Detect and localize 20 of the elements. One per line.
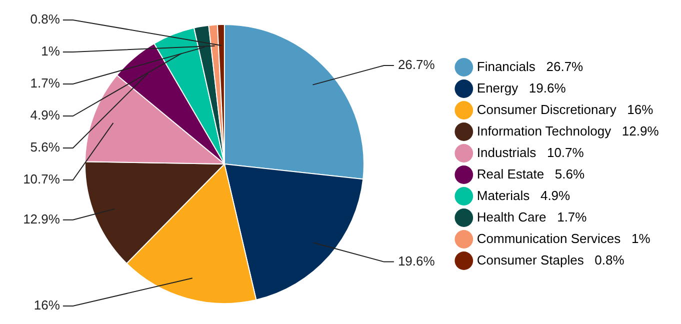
legend-label: Industrials 10.7%	[476, 144, 584, 160]
data-label: 10.7%	[23, 172, 60, 187]
data-label: 19.6%	[398, 253, 436, 268]
data-label: 1%	[41, 44, 60, 59]
data-label: 0.8%	[30, 12, 60, 27]
legend-label: Financials 26.7%	[476, 58, 584, 74]
legend-label: Information Technology 12.9%	[476, 123, 660, 138]
legend-label: Materials 4.9%	[476, 188, 571, 203]
data-label: 12.9%	[23, 211, 60, 226]
legend-label: Health Care 1.7%	[476, 209, 588, 224]
legend-label: Real Estate 5.6%	[476, 166, 585, 182]
legend-label: Consumer Staples 0.8%	[476, 252, 625, 268]
data-label: 1.7%	[30, 76, 60, 91]
data-label: 16%	[34, 298, 60, 313]
data-label: 4.9%	[30, 108, 60, 123]
legend-label: Consumer Discretionary 16%	[476, 102, 654, 117]
data-label: 5.6%	[30, 140, 60, 155]
legend-label: Communication Services 1%	[476, 230, 651, 246]
data-label: 26.7%	[398, 57, 436, 72]
legend-label: Energy 19.6%	[476, 80, 566, 96]
